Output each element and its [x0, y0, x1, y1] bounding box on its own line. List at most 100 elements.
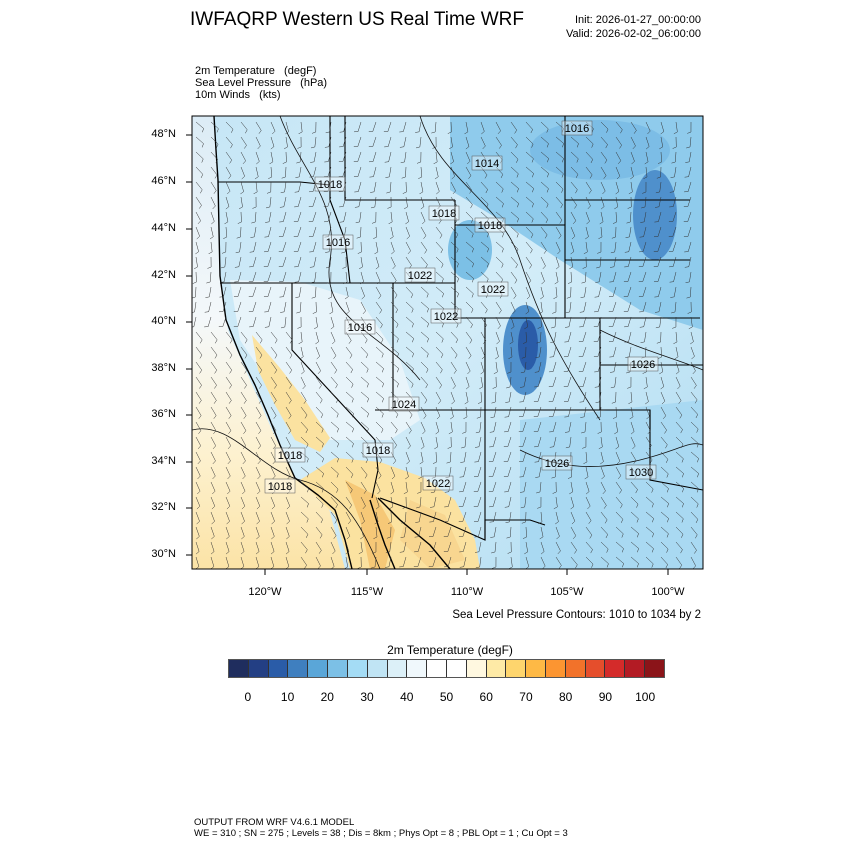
wind-barb: [585, 511, 592, 524]
wind-barb: [504, 496, 512, 508]
wind-barb: [389, 496, 394, 510]
wind-barb: [430, 481, 437, 494]
wind-barb: [195, 181, 203, 194]
wind-barb: [270, 346, 278, 359]
wind-barb: [278, 241, 287, 252]
contour-label-box: [322, 234, 354, 250]
colorbar-swatch: [585, 660, 606, 677]
colorbar-tick-label: 30: [360, 690, 374, 704]
wind-barb: [609, 271, 617, 283]
wind-barb: [207, 256, 212, 269]
wind-barb: [594, 376, 602, 388]
wind-barb: [210, 196, 216, 210]
colorado-river-warm: [345, 480, 395, 569]
wind-barb: [444, 556, 452, 568]
wind-barb: [660, 481, 669, 493]
colorbar-tick-label: 20: [320, 690, 334, 704]
wind-barb: [384, 556, 392, 568]
wind-barb: [329, 301, 334, 315]
wind-barb: [399, 136, 407, 148]
wind-barb: [630, 526, 639, 538]
wind-barb: [630, 451, 637, 464]
contour-labels: 1016 1014 1018 1018 1018 1016 1022 1022 1022 1016…: [264, 120, 659, 494]
wind-barb: [280, 316, 287, 329]
wind-barb: [254, 166, 259, 180]
wind-barb: [360, 496, 366, 510]
wind-barb: [566, 451, 572, 464]
wind-barb: [415, 136, 422, 149]
valid-time: Valid: 2026-02-02_06:00:00: [566, 28, 701, 40]
wind-barb: [638, 286, 647, 297]
wind-barb: [570, 496, 575, 510]
wind-barb: [360, 391, 369, 403]
wind-barb: [645, 496, 654, 508]
wind-barb: [428, 556, 437, 567]
wind-barb: [594, 286, 602, 298]
wind-barb: [435, 271, 444, 283]
wind-barb: [265, 196, 272, 209]
wind-barb: [465, 301, 474, 313]
wind-barb: [345, 451, 354, 463]
wind-barb: [690, 331, 694, 345]
wind-barb: [195, 421, 202, 434]
wind-barb: [399, 541, 407, 553]
wind-barb: [480, 346, 486, 360]
wind-barb: [505, 511, 512, 523]
wind-barb: [435, 286, 444, 298]
colorbar-tick-label: 90: [598, 690, 613, 704]
contour-label: 1022: [481, 284, 505, 296]
wind-barb: [477, 391, 482, 404]
wind-barb: [360, 481, 367, 494]
wind-barb: [480, 256, 489, 268]
wind-barb: [675, 451, 684, 463]
wind-barb: [645, 466, 654, 479]
wind-barb: [510, 226, 519, 238]
wind-barb: [255, 346, 263, 359]
wind-barb: [390, 286, 398, 299]
wind-barb: [265, 211, 272, 223]
wind-barb: [369, 166, 377, 178]
wind-barb: [660, 391, 666, 405]
colorbar-tick-label: 100: [635, 690, 656, 704]
wind-barb: [210, 181, 217, 194]
wind-barb: [405, 211, 409, 225]
wind-barb: [683, 211, 692, 222]
wind-barb: [225, 376, 232, 389]
wind-barb: [578, 361, 587, 372]
field-temperature: 2m Temperature (degF): [195, 65, 317, 77]
wind-barb: [388, 211, 393, 225]
wind-barb: [417, 481, 422, 494]
wind-barb: [240, 511, 245, 525]
wind-barb: [570, 166, 579, 178]
wind-barb: [683, 226, 692, 237]
wind-barb: [537, 316, 542, 329]
wind-barb: [581, 271, 587, 284]
wind-barb: [656, 331, 662, 344]
contour-label-box: [264, 478, 296, 494]
wind-barb: [420, 436, 425, 450]
wind-barb: [390, 241, 395, 255]
wind-barb: [660, 406, 667, 419]
wind-barb: [280, 301, 287, 313]
wind-barb: [293, 241, 302, 252]
wind-barb: [225, 451, 231, 465]
wind-barb: [300, 556, 307, 569]
wind-barb: [240, 166, 245, 180]
wind-barb: [354, 196, 362, 208]
wind-barb: [624, 256, 632, 268]
wind-barb: [645, 436, 652, 449]
wind-barb: [315, 376, 322, 389]
wind-barb: [323, 196, 332, 207]
wind-barb: [640, 331, 647, 343]
wind-barb: [585, 481, 590, 495]
contour-label: 1018: [278, 450, 302, 462]
wind-barb: [390, 391, 399, 403]
wind-barb: [234, 271, 242, 283]
wind-barb: [615, 481, 622, 494]
wind-barb: [225, 331, 233, 344]
wind-barb: [420, 256, 428, 269]
wind-barb: [654, 286, 662, 298]
wind-barb: [263, 271, 272, 282]
wind-barb: [219, 301, 227, 313]
wind-barb: [390, 481, 395, 495]
